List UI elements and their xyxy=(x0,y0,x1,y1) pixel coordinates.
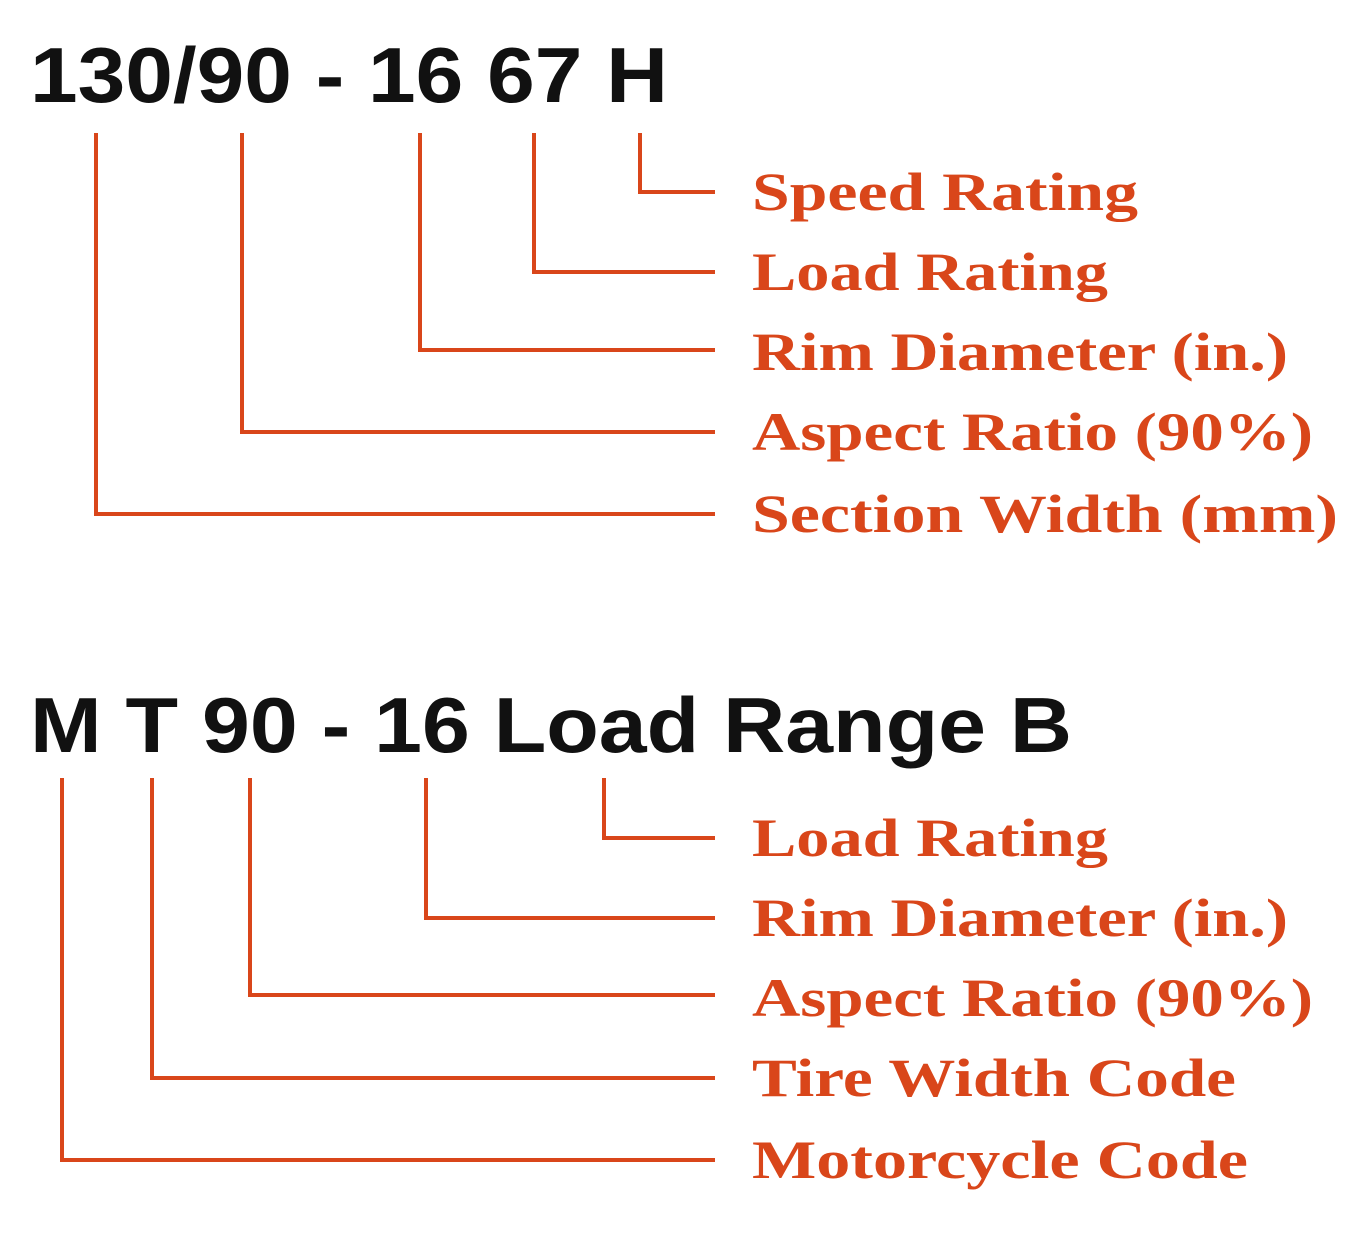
label-load-rating: Load Rating xyxy=(752,808,1108,868)
connector-speed-rating xyxy=(638,133,715,194)
diagram-metric: 130/90 - 16 67 H Speed Rating Load Ratin… xyxy=(30,31,1338,544)
label-tire-width-code: Tire Width Code xyxy=(752,1048,1236,1108)
label-aspect-ratio: Aspect Ratio (90%) xyxy=(752,968,1313,1028)
connector-rim-diameter xyxy=(418,133,715,352)
connector-section-width xyxy=(94,133,715,516)
connector-motorcycle-code xyxy=(60,778,715,1162)
connector-rim-diameter xyxy=(424,778,715,920)
label-rim-diameter: Rim Diameter (in.) xyxy=(752,888,1288,948)
diagram-alphanumeric: M T 90 - 16 Load Range B Load Rating Rim… xyxy=(30,681,1313,1190)
connector-aspect-ratio xyxy=(248,778,715,997)
tire-code-alphanumeric: M T 90 - 16 Load Range B xyxy=(30,681,1072,769)
label-section-width: Section Width (mm) xyxy=(752,484,1338,544)
label-rim-diameter: Rim Diameter (in.) xyxy=(752,322,1288,382)
label-load-rating: Load Rating xyxy=(752,242,1108,302)
label-motorcycle-code: Motorcycle Code xyxy=(752,1130,1248,1190)
connector-tire-width-code xyxy=(150,778,715,1080)
connector-load-rating xyxy=(602,778,715,840)
connector-aspect-ratio xyxy=(240,133,715,434)
tire-code-metric: 130/90 - 16 67 H xyxy=(30,31,668,119)
connector-load-rating xyxy=(532,133,715,274)
label-aspect-ratio: Aspect Ratio (90%) xyxy=(752,402,1313,462)
label-speed-rating: Speed Rating xyxy=(752,162,1138,222)
